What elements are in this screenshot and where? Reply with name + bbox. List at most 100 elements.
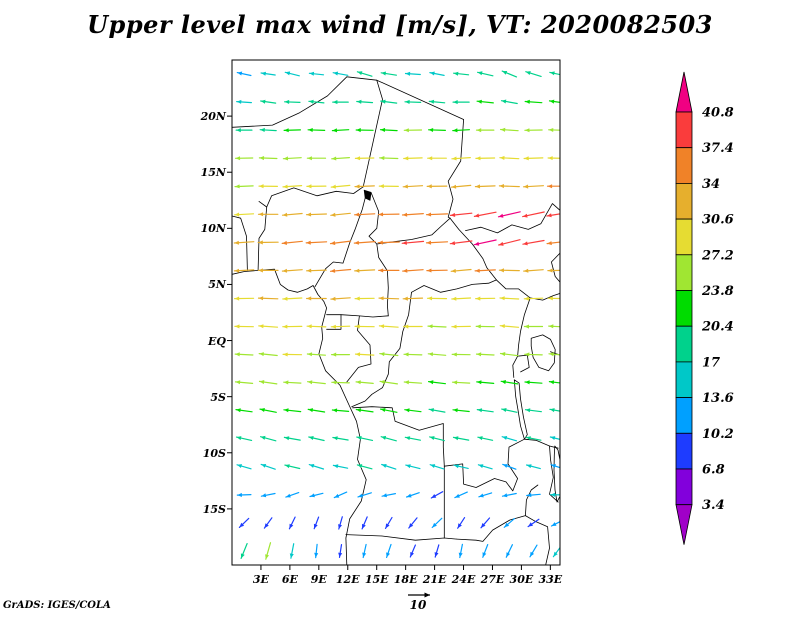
wind-vector (523, 156, 544, 161)
wind-vector (524, 408, 542, 413)
wind-vector (525, 71, 542, 77)
wind-vector (403, 128, 423, 133)
wind-vector (283, 408, 302, 413)
wind-vector (330, 352, 351, 357)
lon-tick-label: 33E (538, 573, 563, 586)
wind-vector (428, 99, 446, 104)
wind-vector (305, 240, 328, 245)
wind-vector (356, 464, 373, 470)
wind-vector (547, 268, 560, 273)
border-coastline (362, 79, 383, 188)
wind-vector (546, 241, 560, 246)
wind-vector (475, 352, 495, 357)
border-coastline (465, 203, 560, 234)
wind-vector (523, 296, 544, 301)
wind-vector (404, 71, 421, 76)
wind-vector (449, 240, 473, 246)
colorbar-band (675, 254, 693, 291)
wind-vector (476, 99, 494, 104)
wind-vector (379, 352, 399, 357)
wind-vector (552, 546, 560, 558)
reference-arrow-head (424, 592, 430, 598)
wind-vector (330, 324, 351, 329)
colorbar-label: 23.8 (701, 284, 734, 299)
wind-vector (235, 436, 253, 441)
wind-vector (355, 128, 374, 133)
wind-vector (522, 239, 545, 246)
wind-vector (354, 296, 375, 301)
wind-vector (548, 352, 560, 357)
lat-tick-label: 15S (202, 502, 226, 516)
wind-vector (285, 492, 300, 498)
wind-vector (524, 352, 543, 357)
wind-vector (524, 380, 543, 385)
wind-vector (306, 184, 327, 189)
lon-tick-label: 18E (393, 573, 418, 586)
wind-vector (402, 296, 424, 301)
lat-tick-label: 10N (200, 222, 226, 236)
wind-vector (501, 436, 518, 442)
wind-vector (404, 408, 422, 413)
wind-vector (330, 296, 351, 301)
wind-vector (332, 71, 349, 76)
lat-tick-label: 5S (210, 390, 226, 404)
colorbar-label: 6.8 (702, 463, 725, 478)
wind-vector (330, 184, 351, 189)
wind-vector (313, 516, 320, 530)
wind-vector (380, 435, 397, 442)
wind-vector (238, 517, 250, 528)
wind-vector (332, 436, 349, 441)
border-coastline (512, 297, 531, 378)
colorbar-label: 3.4 (702, 498, 725, 513)
wind-vector (236, 71, 252, 77)
colorbar-label: 34 (702, 177, 720, 192)
wind-vector (331, 128, 350, 133)
grads-attribution: GrADS: IGES/COLA (3, 600, 111, 611)
wind-vector (288, 516, 296, 530)
wind-vector (258, 352, 278, 357)
wind-vector (338, 544, 343, 558)
wind-vector (434, 544, 440, 558)
wind-vector (458, 543, 463, 559)
border-coastline (376, 243, 389, 317)
wind-vector (283, 380, 302, 385)
wind-vector (548, 380, 560, 385)
colorbar-label: 40.8 (702, 106, 734, 121)
plot-frame (231, 59, 561, 566)
border-coastline (314, 197, 366, 288)
wind-vector (451, 296, 472, 301)
wind-vector (499, 352, 519, 357)
wind-vector (549, 408, 560, 413)
wind-vector (503, 518, 515, 528)
wind-vector (233, 268, 255, 273)
wind-vector (362, 543, 367, 559)
colorbar-top-arrow (675, 71, 693, 113)
wind-vector (477, 436, 494, 441)
wind-vector (405, 464, 421, 470)
wind-vector (523, 268, 544, 273)
wind-vector (289, 543, 295, 559)
wind-vector (476, 408, 494, 413)
wind-vector (379, 156, 399, 161)
wind-vector (451, 352, 471, 357)
wind-vector (306, 352, 327, 357)
wind-vector (233, 296, 255, 301)
lake-chad (363, 189, 372, 201)
wind-vector (234, 380, 254, 385)
lat-tick-label: EQ (208, 334, 226, 348)
chart-title: Upper level max wind [m/s], VT: 20200825… (87, 10, 713, 39)
border-coastline (368, 191, 451, 245)
wind-vector (499, 155, 520, 160)
wind-vector (283, 128, 302, 133)
lon-tick-label: 12E (335, 573, 360, 586)
wind-vector (377, 240, 400, 245)
wind-vector (501, 70, 518, 78)
wind-vector (355, 408, 374, 413)
wind-vector (281, 212, 303, 217)
wind-vector (522, 184, 544, 189)
wind-vector (234, 156, 254, 161)
wind-vector (234, 324, 254, 329)
wind-vectors (233, 70, 560, 560)
wind-vector (454, 491, 468, 499)
wind-vector (431, 517, 443, 529)
